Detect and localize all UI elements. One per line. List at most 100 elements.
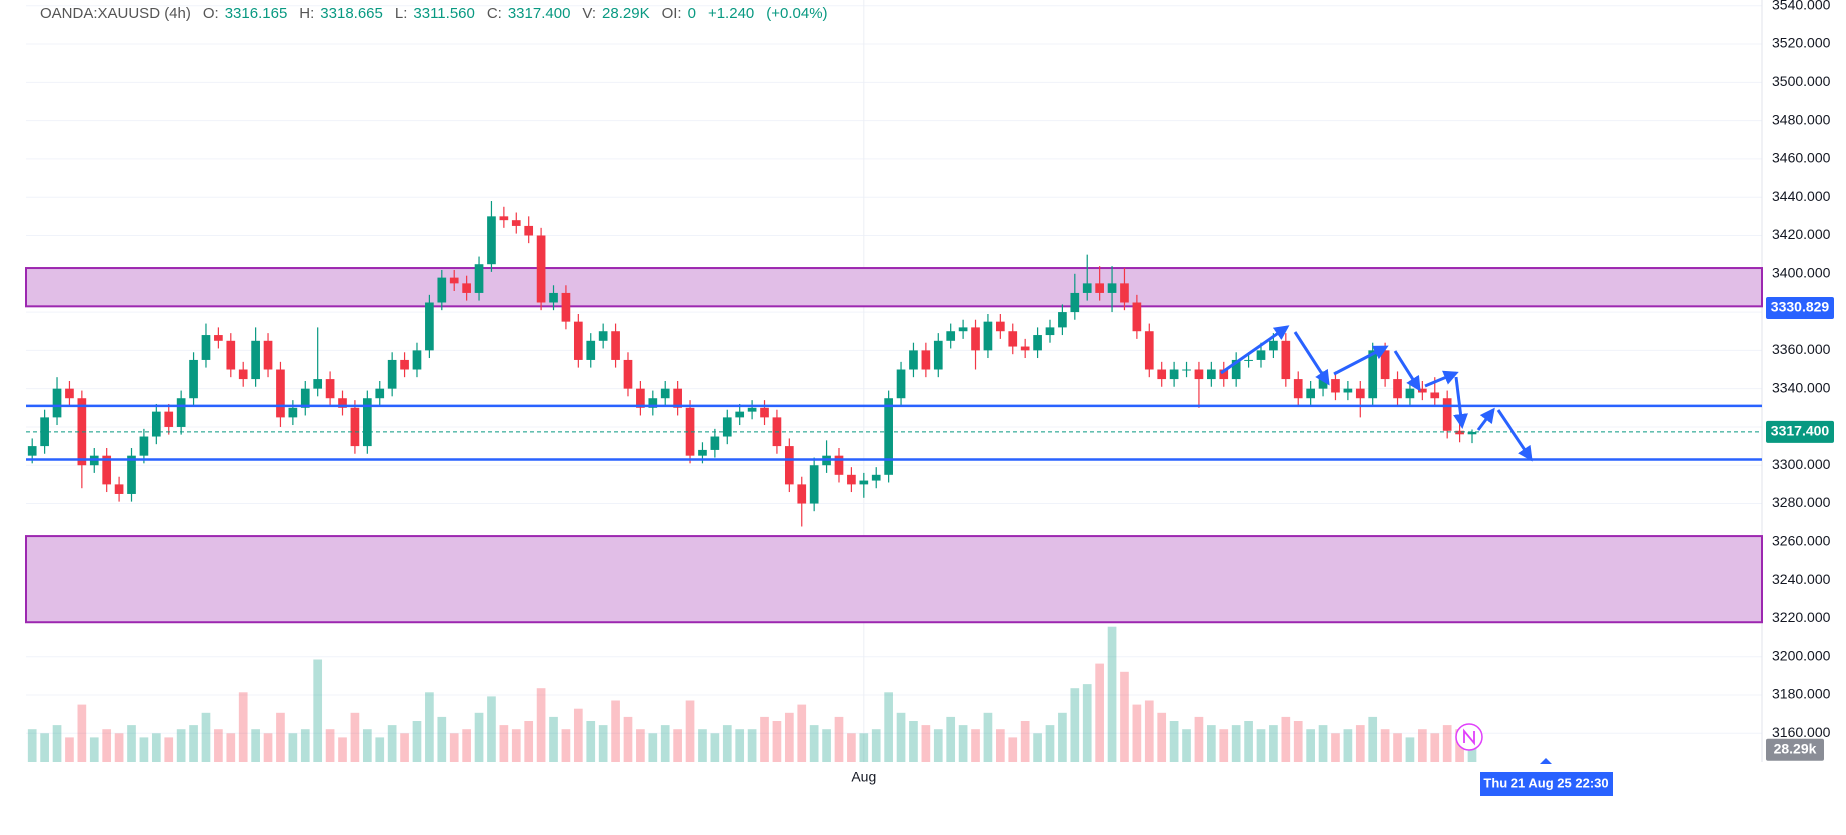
candle-body xyxy=(859,480,869,485)
volume-bar xyxy=(586,721,596,762)
y-tick-label: 3260.000 xyxy=(1772,533,1831,549)
candle-body xyxy=(462,283,471,293)
volume-bar xyxy=(375,737,385,762)
volume-bar xyxy=(1194,716,1204,762)
cursor-label: Thu 21 Aug 25 22:30 xyxy=(1483,775,1608,790)
candle-body xyxy=(214,335,223,341)
volume-bar xyxy=(1405,737,1415,762)
volume-bar xyxy=(1380,729,1390,762)
change-pct: (+0.04%) xyxy=(766,5,828,22)
volume-badge xyxy=(1766,738,1824,761)
volume-bar xyxy=(1033,733,1042,762)
candle-body xyxy=(958,327,968,332)
candle-body xyxy=(449,277,459,284)
arrow xyxy=(1220,325,1290,375)
volume-bar xyxy=(1281,716,1291,762)
volume-bar xyxy=(412,721,422,762)
volume-bar xyxy=(1169,721,1179,762)
ohlc-value: 28.29K xyxy=(602,5,650,22)
price-badge xyxy=(1766,297,1834,319)
candle-body xyxy=(1281,340,1291,380)
candle-body xyxy=(276,369,285,418)
volume-bar xyxy=(809,725,819,762)
volume-bar xyxy=(65,737,74,762)
candle-body xyxy=(201,335,211,360)
candle-body xyxy=(1269,340,1278,351)
news-icon[interactable] xyxy=(1455,723,1483,751)
candle-body xyxy=(127,455,136,494)
volume-bar xyxy=(1393,733,1402,762)
candle-body xyxy=(586,340,596,360)
candle-body xyxy=(921,350,931,370)
candle-body xyxy=(611,331,620,360)
volume-bar xyxy=(1293,721,1303,762)
candle-body xyxy=(1442,398,1452,431)
candle-body xyxy=(623,359,633,389)
candle-body xyxy=(1045,327,1055,336)
candle-body xyxy=(722,417,732,437)
cursor-box xyxy=(1480,772,1613,796)
candle-body xyxy=(1207,369,1216,380)
volume-bar xyxy=(1045,725,1055,762)
candle-body xyxy=(40,417,49,447)
ohlc-value: 3317.400 xyxy=(507,5,571,22)
volume-bar xyxy=(1107,626,1117,762)
change: +1.240 xyxy=(707,5,755,22)
candle-body xyxy=(425,302,434,351)
candle-body xyxy=(685,407,695,456)
candle-body xyxy=(747,407,757,412)
candle-body xyxy=(1256,350,1266,360)
arrow xyxy=(1453,376,1468,429)
arrow xyxy=(1333,345,1389,376)
candle-body xyxy=(735,411,745,418)
y-tick-label: 3500.000 xyxy=(1772,73,1831,89)
volume-bar xyxy=(1343,729,1353,762)
volume-bar xyxy=(189,725,198,762)
candle-body xyxy=(1430,392,1440,399)
volume-bar xyxy=(276,712,285,762)
volume-bar xyxy=(698,729,707,762)
volume-bar xyxy=(387,725,397,762)
volume-bar xyxy=(437,716,447,762)
candle-body xyxy=(437,277,447,303)
volume-bar xyxy=(1132,704,1142,762)
candle-body xyxy=(946,331,956,341)
volume-bar xyxy=(859,733,869,762)
volume-bar xyxy=(362,729,372,762)
y-tick-label: 3440.000 xyxy=(1772,188,1831,204)
volume-bar xyxy=(1306,729,1315,762)
volume-bar xyxy=(151,733,161,762)
volume-bar xyxy=(1020,721,1030,762)
y-tick-label: 3420.000 xyxy=(1772,226,1831,242)
candle-body xyxy=(1306,388,1315,399)
volume-bar xyxy=(1082,684,1092,762)
volume-bar xyxy=(325,729,335,762)
candle-body xyxy=(362,398,372,447)
candle-body xyxy=(1380,350,1390,380)
candle-body xyxy=(1020,346,1030,351)
volume-bar xyxy=(772,721,782,762)
y-tick-label: 3180.000 xyxy=(1772,686,1831,702)
y-tick-label: 3520.000 xyxy=(1772,35,1831,51)
candle-body xyxy=(1231,359,1241,380)
volume-bar xyxy=(660,725,670,762)
legend-header: OANDA:XAUUSD (4h) O: 3316.165 H: 3318.665 L:… xyxy=(40,5,834,22)
arrow xyxy=(1393,350,1421,392)
candle-body xyxy=(238,369,248,380)
candle-body xyxy=(983,321,993,351)
volume-bar xyxy=(623,716,633,762)
volume-bar xyxy=(1144,700,1154,762)
candle-body xyxy=(648,398,658,408)
volume-bar xyxy=(524,721,534,762)
candle-body xyxy=(164,411,174,427)
candle-body xyxy=(251,340,260,380)
volume-bar xyxy=(164,737,174,762)
candle-body xyxy=(1455,430,1464,435)
volume-bar xyxy=(1095,663,1104,762)
candle-body xyxy=(114,484,124,494)
volume-bar xyxy=(573,708,583,762)
candle-body xyxy=(1418,388,1427,393)
candle-body xyxy=(77,398,87,466)
ohlc-label: V: xyxy=(582,5,597,22)
